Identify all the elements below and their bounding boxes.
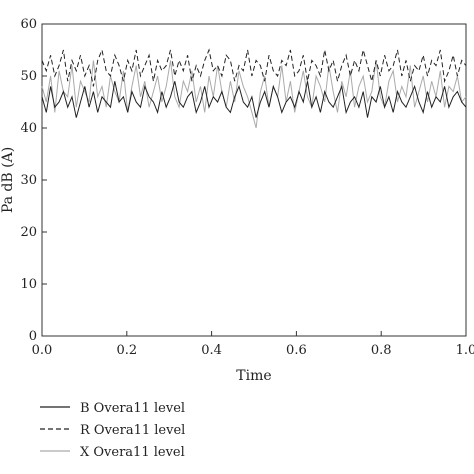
legend: B Overa11 level R Overa11 level X Overa11 …	[40, 401, 185, 460]
y-tick-label: 10	[20, 277, 37, 292]
x-tick-label: 0.0	[32, 343, 53, 358]
y-tick-label: 60	[20, 17, 37, 32]
x-axis-title: Time	[236, 368, 271, 384]
x-tick-label: 1.0	[456, 343, 474, 358]
series-line-b	[41, 81, 467, 118]
plot-area	[41, 23, 467, 337]
x-tick-label: 0.6	[286, 343, 307, 358]
series-line-r	[41, 48, 467, 87]
series-line-x	[41, 60, 467, 129]
y-tick-label: 50	[20, 69, 37, 84]
y-tick-label: 20	[20, 225, 37, 240]
legend-label: B Overa11 level	[80, 401, 185, 416]
y-tick-label: 30	[20, 173, 37, 188]
y-tick-label: 40	[20, 121, 37, 136]
legend-label: R Overa11 level	[80, 423, 185, 438]
legend-label: X Overa11 level	[80, 445, 185, 460]
y-tick-label: 0	[29, 329, 37, 344]
x-tick-label: 0.4	[201, 343, 222, 358]
y-axis-title: Pa dB (A)	[0, 147, 16, 213]
x-tick-label: 0.2	[116, 343, 137, 358]
x-tick-label: 0.8	[371, 343, 392, 358]
